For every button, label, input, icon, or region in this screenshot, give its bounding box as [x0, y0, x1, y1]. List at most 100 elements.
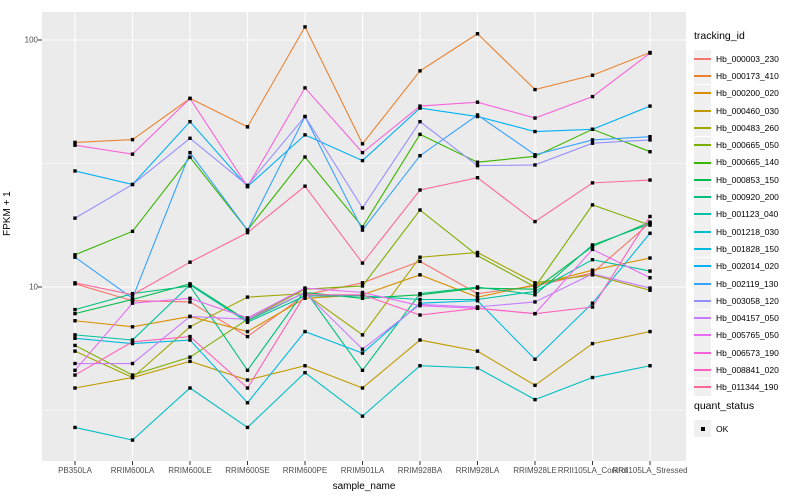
x-tick-label: RRIM928BA	[397, 466, 443, 475]
legend-entry: Hb_005765_050	[694, 326, 798, 344]
data-point	[360, 351, 365, 355]
data-point	[245, 329, 250, 334]
data-point	[648, 364, 652, 368]
data-point	[245, 378, 250, 382]
data-point	[245, 334, 250, 339]
data-point	[475, 306, 480, 310]
data-point	[475, 285, 480, 289]
data-point	[73, 425, 77, 430]
data-point	[590, 181, 595, 185]
data-point	[418, 364, 422, 368]
data-point	[475, 250, 480, 255]
line-key-icon	[694, 136, 711, 154]
data-point	[188, 150, 192, 155]
legend-entry: Hb_004157_050	[694, 309, 798, 327]
legend-entry: Hb_003058_120	[694, 292, 798, 310]
data-point	[130, 325, 135, 329]
data-point	[533, 300, 537, 304]
data-point	[533, 153, 537, 157]
data-point	[245, 184, 250, 189]
legend-entry: Hb_001218_030	[694, 223, 798, 241]
data-point	[475, 163, 480, 168]
x-tick-label: RRIM928LA	[455, 466, 500, 475]
data-point	[648, 220, 652, 224]
data-point	[188, 300, 192, 304]
data-point	[360, 142, 365, 146]
data-point	[188, 283, 192, 287]
data-point	[648, 288, 652, 292]
data-point	[360, 296, 365, 301]
line-key-icon	[694, 378, 711, 396]
x-tick-label: PB350LA	[58, 466, 92, 475]
line-key-icon	[694, 361, 711, 379]
data-point	[360, 414, 365, 418]
data-point	[533, 163, 537, 167]
data-point	[360, 368, 365, 372]
line-key-icon	[694, 119, 711, 137]
data-point	[360, 333, 365, 337]
data-point	[533, 311, 537, 316]
data-point	[245, 386, 250, 390]
y-tick-label: 10	[29, 282, 38, 292]
data-point	[648, 134, 652, 139]
data-point	[73, 373, 77, 377]
data-point	[533, 293, 537, 297]
data-point	[360, 150, 365, 155]
line-key-icon	[694, 67, 711, 85]
data-point	[303, 25, 307, 29]
data-point	[188, 334, 192, 339]
line-key-icon	[694, 188, 711, 206]
legend-entry-label: Hb_008841_020	[716, 364, 779, 375]
data-point	[73, 336, 77, 340]
data-point	[73, 143, 77, 147]
legend-entry-label: Hb_006573_190	[716, 347, 779, 358]
legend-entry: Hb_006573_190	[694, 344, 798, 362]
legend-entry: Hb_000853_150	[694, 171, 798, 189]
data-point	[360, 225, 365, 229]
legend-entry-label: Hb_000200_020	[716, 88, 779, 99]
data-point	[590, 203, 595, 207]
legend-entry-label: Hb_005765_050	[716, 330, 779, 341]
data-point	[418, 291, 422, 296]
legend-entry-label: Hb_002014_020	[716, 261, 779, 272]
legend-tracking-id: tracking_id Hb_000003_230 Hb_000173_410 Hb…	[694, 30, 798, 396]
data-point	[303, 370, 307, 375]
data-point	[418, 313, 422, 317]
data-point	[475, 299, 480, 303]
data-point	[188, 96, 192, 101]
data-point	[648, 231, 652, 235]
legend-entry-label: Hb_000665_050	[716, 140, 779, 151]
data-point	[188, 296, 192, 301]
data-point	[533, 357, 537, 361]
data-point	[648, 104, 652, 108]
data-point	[130, 373, 135, 377]
data-point	[590, 94, 595, 99]
data-point	[188, 155, 192, 160]
data-point	[360, 347, 365, 351]
data-point	[475, 32, 480, 36]
data-point	[648, 286, 652, 290]
data-point	[130, 296, 135, 301]
data-point	[475, 349, 480, 353]
data-point	[360, 281, 365, 285]
data-point	[590, 341, 595, 346]
data-point	[245, 228, 250, 232]
x-tick-label: RRIM600LE	[168, 466, 212, 475]
data-point	[188, 386, 192, 390]
data-point	[590, 268, 595, 272]
data-point	[475, 100, 480, 104]
legend2-entry-label: OK	[716, 423, 729, 434]
data-point	[533, 397, 537, 402]
legend-entry-label: Hb_004157_050	[716, 313, 779, 324]
line-key-icon	[694, 102, 711, 120]
data-point	[188, 260, 192, 264]
data-point	[418, 255, 422, 259]
legend-entry: Hb_002014_020	[694, 257, 798, 275]
legend-entries: Hb_000003_230 Hb_000173_410 Hb_000200_020 H…	[694, 50, 798, 396]
y-tick-label: 100	[24, 35, 38, 45]
line-key-icon	[694, 257, 711, 275]
legend-entry-label: Hb_000920_200	[716, 192, 779, 203]
legend-entry-label: Hb_011344_190	[716, 382, 779, 393]
data-point	[245, 295, 250, 299]
data-point	[303, 114, 307, 119]
